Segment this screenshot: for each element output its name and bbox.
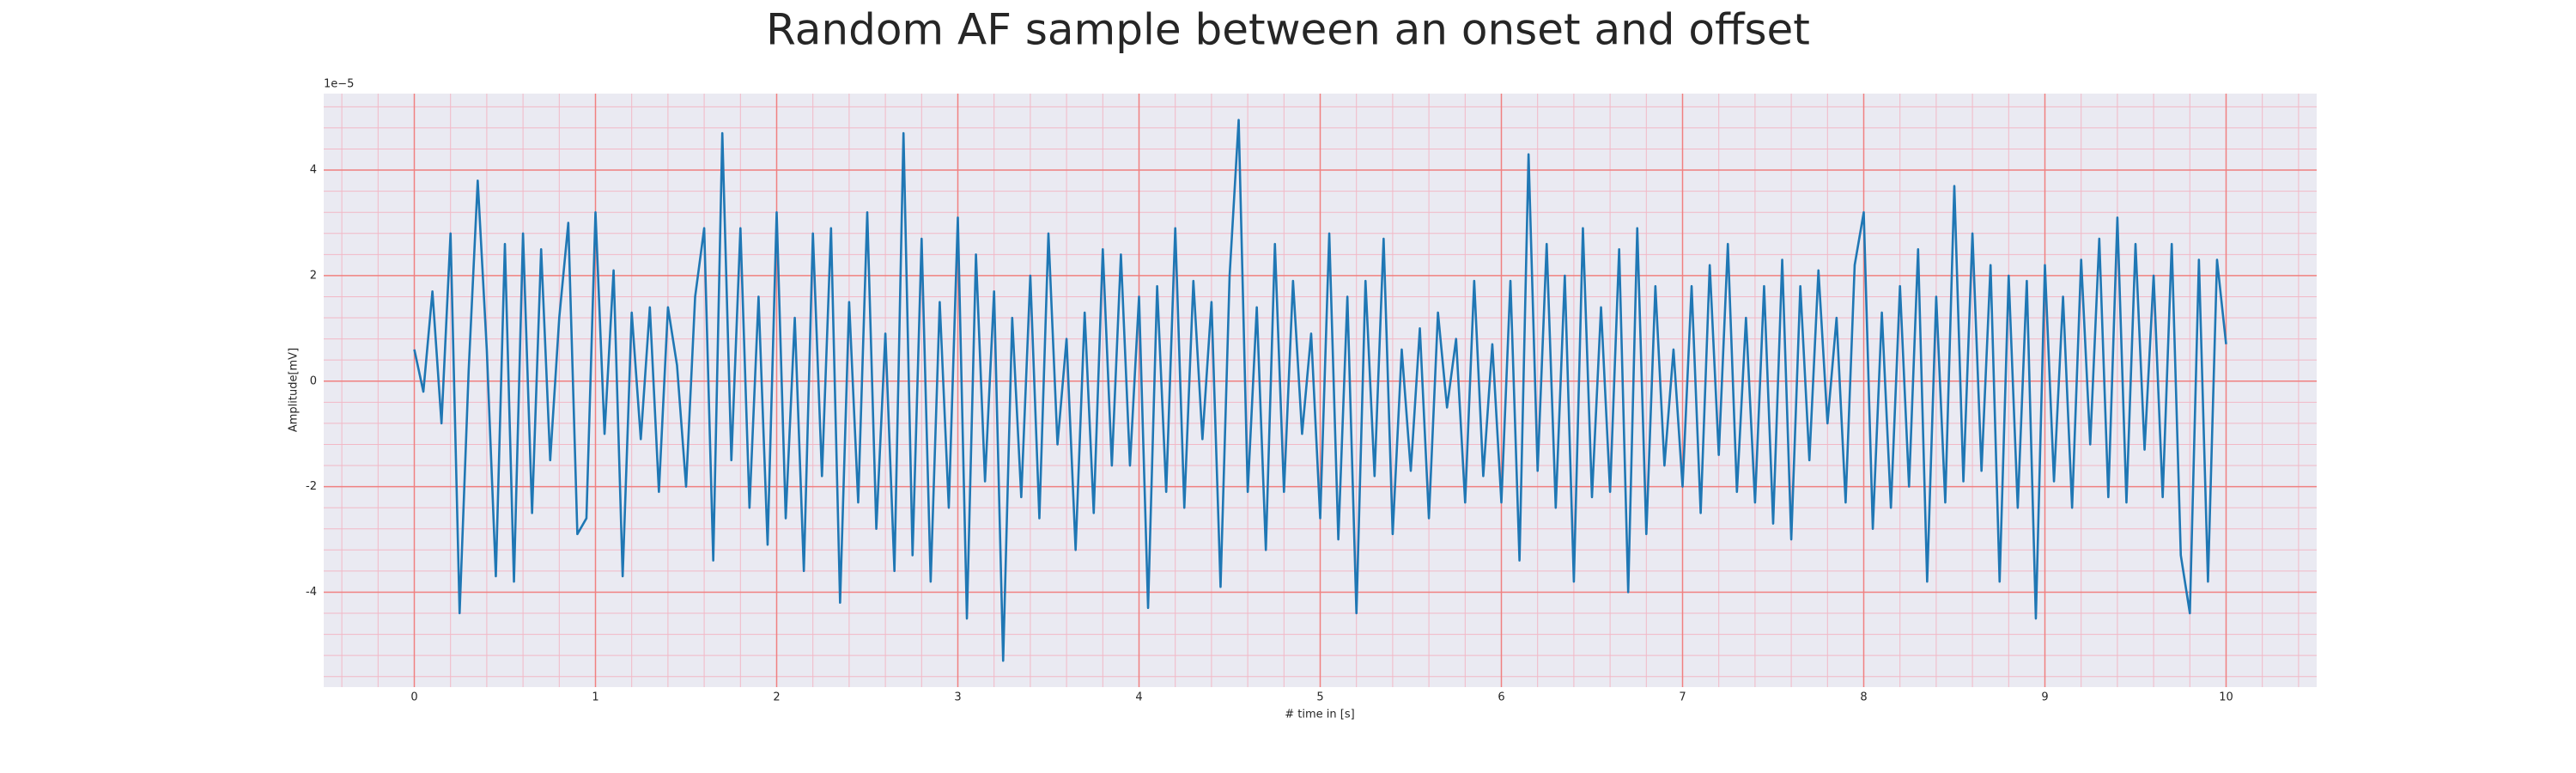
y-offset-label: 1e−5 — [324, 78, 354, 91]
x-tick-label: 4 — [1135, 691, 1142, 704]
y-axis-label: Amplitude[mV] — [288, 348, 301, 432]
chart-title: Random AF sample between an onset and of… — [766, 5, 1810, 55]
x-tick-label: 1 — [592, 691, 598, 704]
x-axis-label: # time in [s] — [1285, 709, 1354, 721]
x-tick-label: 0 — [410, 691, 417, 704]
x-tick-label: 2 — [773, 691, 780, 704]
x-tick-label: 7 — [1679, 691, 1686, 704]
x-tick-label: 10 — [2219, 691, 2233, 704]
x-tick-label: 8 — [1860, 691, 1867, 704]
x-tick-label: 3 — [954, 691, 961, 704]
signal-line — [413, 119, 2227, 662]
x-tick-label: 9 — [2041, 691, 2048, 704]
y-tick-label: 0 — [310, 374, 317, 387]
y-tick-label: -2 — [306, 480, 317, 493]
y-tick-label: 2 — [310, 269, 317, 282]
y-tick-label: -4 — [306, 586, 317, 599]
x-tick-label: 5 — [1316, 691, 1323, 704]
x-tick-label: 6 — [1498, 691, 1504, 704]
y-tick-label: 4 — [310, 164, 317, 177]
